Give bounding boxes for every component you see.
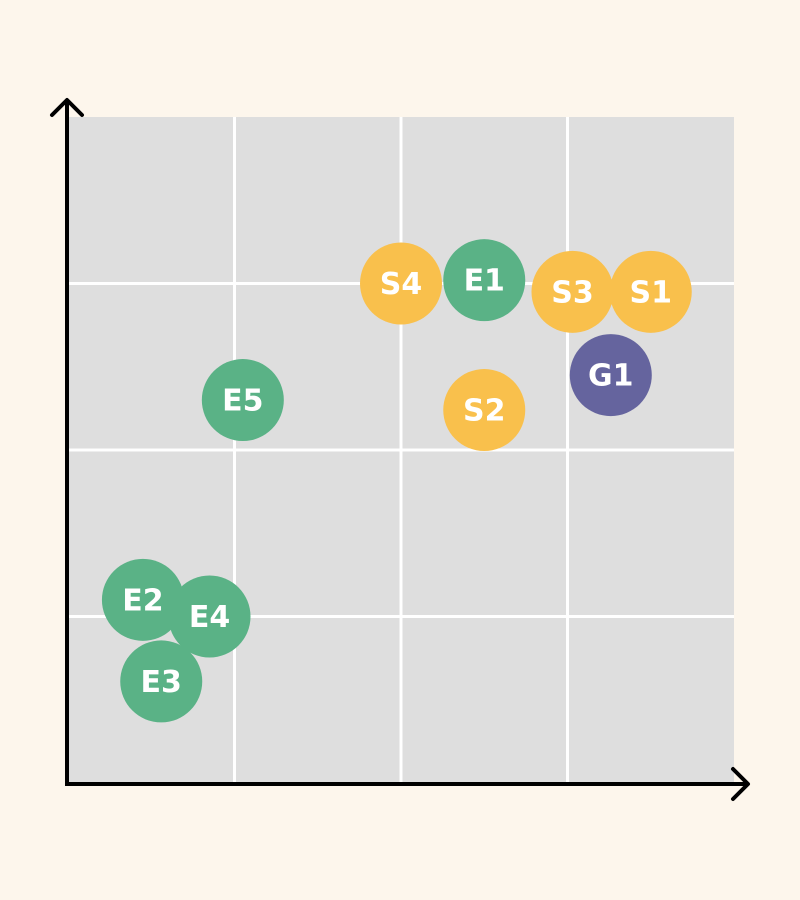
point-label: E4 (189, 600, 230, 635)
data-point-e3: E3 (120, 640, 203, 723)
point-label: E3 (141, 665, 182, 700)
point-marker (168, 575, 251, 658)
data-point-e5: E5 (201, 359, 284, 442)
data-point-s4: S4 (360, 242, 442, 325)
point-label: E5 (222, 384, 263, 419)
point-marker (609, 250, 692, 333)
point-marker (120, 640, 203, 723)
data-point-e2: E2 (101, 558, 184, 641)
x-axis-arrowhead (731, 767, 750, 801)
point-label: G1 (588, 359, 634, 394)
data-point-e4: E4 (168, 575, 251, 658)
point-marker (531, 250, 614, 333)
point-label: S2 (463, 394, 505, 429)
point-marker (443, 239, 526, 322)
axes (50, 98, 750, 801)
data-point-s1: S1 (609, 250, 692, 333)
point-marker (201, 359, 284, 442)
y-axis-arrowhead (50, 98, 84, 117)
point-marker (360, 242, 442, 325)
data-point-g1: G1 (569, 334, 652, 417)
point-label: S3 (551, 275, 593, 310)
data-point-e1: E1 (443, 239, 526, 322)
point-marker (101, 558, 184, 641)
data-point-s2: S2 (443, 369, 526, 452)
data-point-s3: S3 (531, 250, 614, 333)
point-label: S1 (630, 275, 672, 310)
point-label: E2 (122, 583, 163, 618)
point-label: E1 (464, 264, 505, 299)
point-marker (569, 334, 652, 417)
point-label: S4 (380, 267, 422, 302)
point-marker (443, 369, 526, 452)
